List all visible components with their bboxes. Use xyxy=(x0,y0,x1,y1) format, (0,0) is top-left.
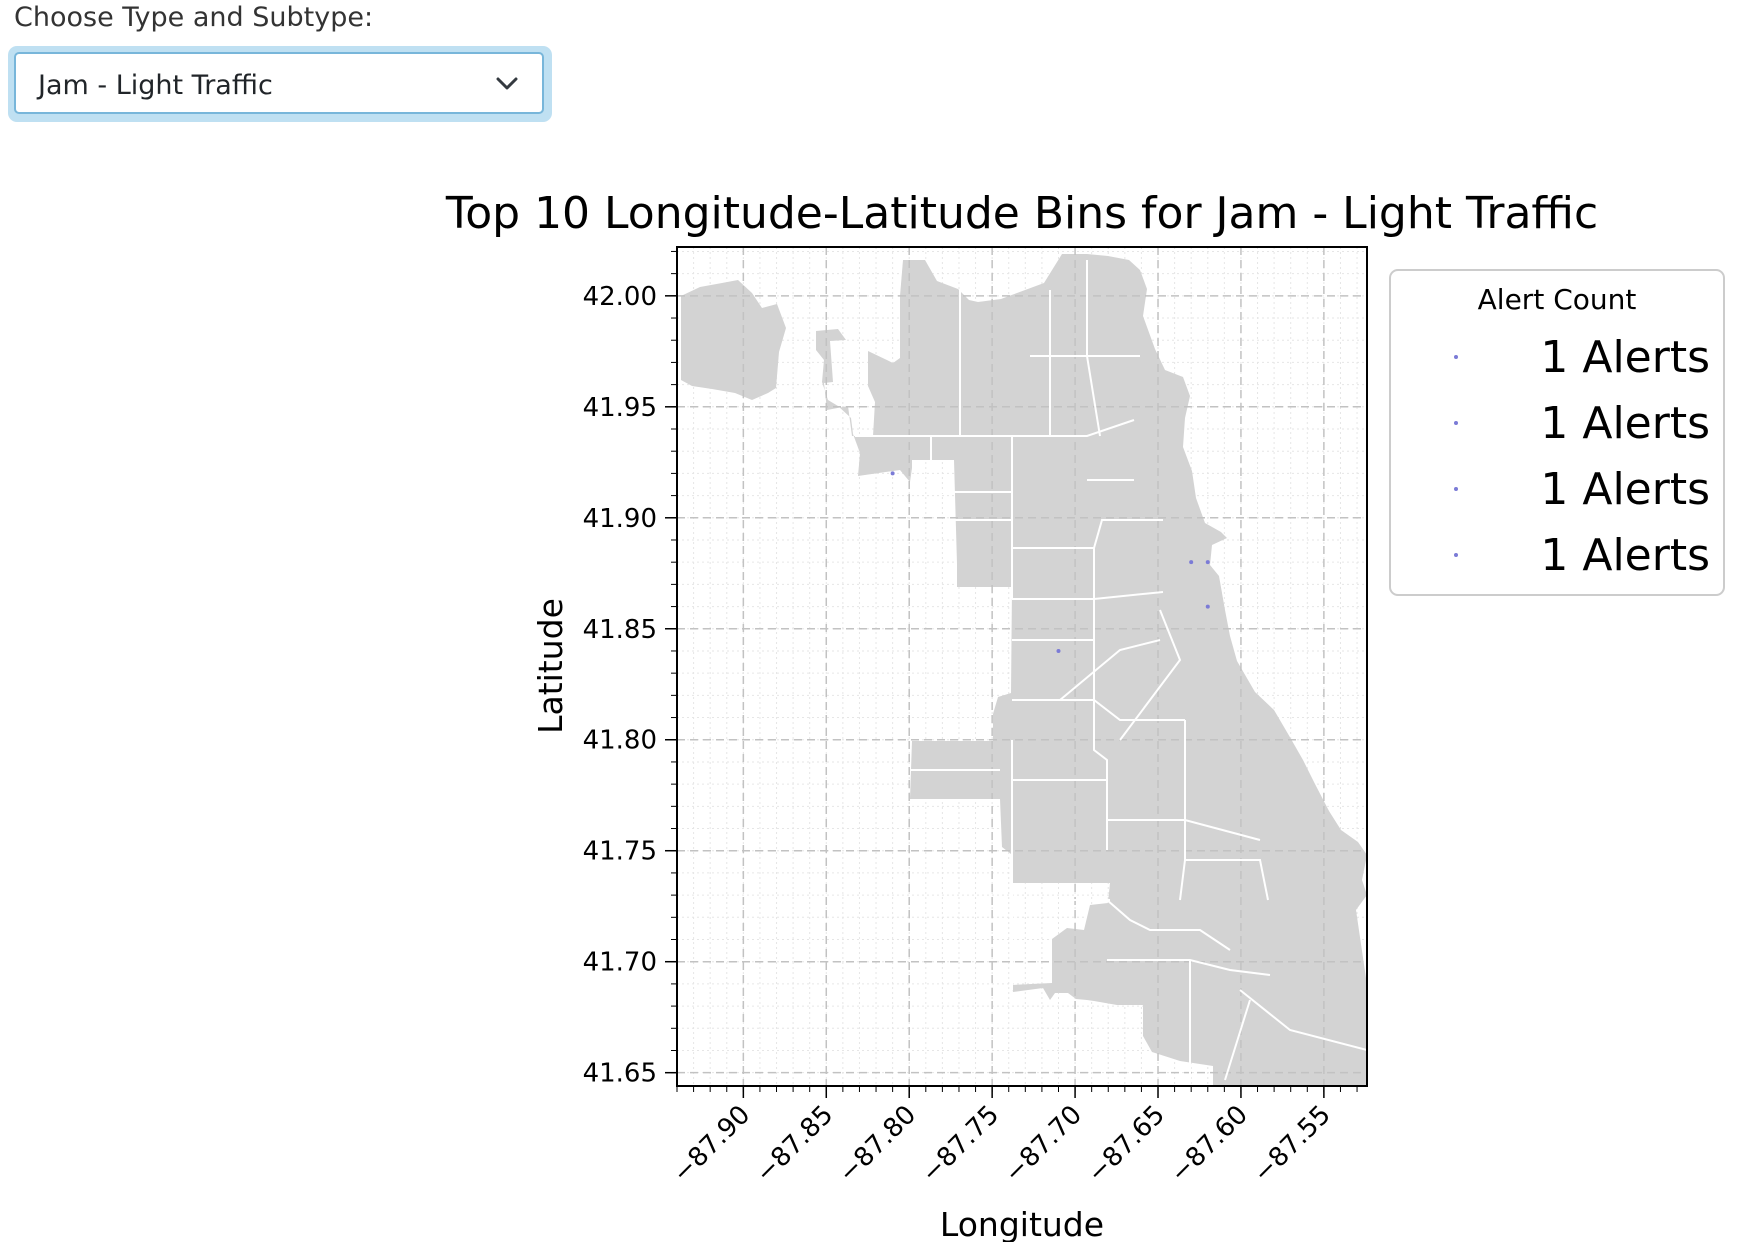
y-tick-label: 42.00 xyxy=(583,282,657,312)
basemap-west-area xyxy=(681,280,786,400)
legend-marker xyxy=(1454,487,1458,491)
basemap-main-city xyxy=(816,254,1367,1086)
boundary-line xyxy=(1107,959,1271,976)
legend-entry-label: 1 Alerts xyxy=(1540,398,1710,449)
boundary-line xyxy=(1059,639,1161,701)
data-point xyxy=(1205,560,1210,565)
y-tick-label: 41.80 xyxy=(583,726,657,756)
x-tick-label: −87.85 xyxy=(750,1100,839,1189)
basemap-boundaries xyxy=(855,260,1367,1086)
y-tick-label: 41.75 xyxy=(583,837,657,867)
x-tick-label: −87.80 xyxy=(833,1100,922,1189)
legend-title: Alert Count xyxy=(1478,283,1637,316)
major-grid xyxy=(677,247,1367,1086)
select-value: Jam - Light Traffic xyxy=(38,70,273,101)
boundary-line xyxy=(1239,989,1367,1051)
boundary-line xyxy=(1012,519,1163,549)
x-tick-label: −87.70 xyxy=(999,1100,1088,1189)
y-tick-label: 41.70 xyxy=(583,948,657,978)
x-tick-label: −87.65 xyxy=(1082,1100,1171,1189)
boundary-line xyxy=(1086,260,1101,437)
data-point xyxy=(1056,648,1061,653)
boundary-line xyxy=(1093,548,1108,850)
plot-frame xyxy=(676,246,1368,1087)
x-tick-label: −87.55 xyxy=(1248,1100,1337,1189)
x-tick-label: −87.60 xyxy=(1165,1100,1254,1189)
legend-entries: 1 Alerts 1 Alerts 1 Alerts 1 Alerts xyxy=(1454,332,1710,581)
y-tick-label: 41.95 xyxy=(583,393,657,423)
data-point xyxy=(890,471,895,476)
legend-entry-label: 1 Alerts xyxy=(1540,530,1710,581)
type-subtype-select-focus-ring: Jam - Light Traffic xyxy=(8,46,552,122)
boundary-line xyxy=(1012,699,1185,721)
select-label: Choose Type and Subtype: xyxy=(14,2,374,33)
chicago-basemap xyxy=(681,254,1367,1086)
boundary-line xyxy=(1185,859,1269,901)
data-point xyxy=(1189,560,1194,565)
y-tick-label: 41.65 xyxy=(583,1059,657,1089)
boundary-line xyxy=(1224,999,1251,1081)
legend-marker xyxy=(1454,355,1458,359)
type-subtype-select[interactable]: Jam - Light Traffic xyxy=(14,52,544,114)
legend-marker xyxy=(1454,553,1458,557)
boundary-line xyxy=(1106,899,1231,951)
alert-points xyxy=(890,471,1210,653)
x-tick-label: −87.90 xyxy=(667,1100,756,1189)
boundary-line xyxy=(1119,609,1182,741)
x-axis-ticks: −87.90−87.85−87.80−87.75−87.70−87.65−87.… xyxy=(667,1086,1358,1189)
data-point xyxy=(1205,604,1210,609)
boundary-line xyxy=(855,419,1135,437)
y-axis-ticks: 41.65 41.70 41.75 41.80 41.85 41.90 41.95 42.00 xyxy=(583,250,677,1089)
chevron-down-icon[interactable] xyxy=(494,70,520,96)
x-axis-label: Longitude xyxy=(940,1205,1104,1242)
y-tick-label: 41.85 xyxy=(583,615,657,645)
chart-title: Top 10 Longitude-Latitude Bins for Jam -… xyxy=(445,188,1598,239)
legend-frame xyxy=(1389,269,1725,596)
x-tick-label: −87.75 xyxy=(916,1100,1005,1189)
y-axis-label: Latitude xyxy=(531,598,570,734)
legend-marker xyxy=(1454,421,1458,425)
boundary-line xyxy=(930,436,1012,493)
legend-entry-label: 1 Alerts xyxy=(1540,332,1710,383)
y-tick-label: 41.90 xyxy=(583,504,657,534)
legend-entry-label: 1 Alerts xyxy=(1540,464,1710,515)
